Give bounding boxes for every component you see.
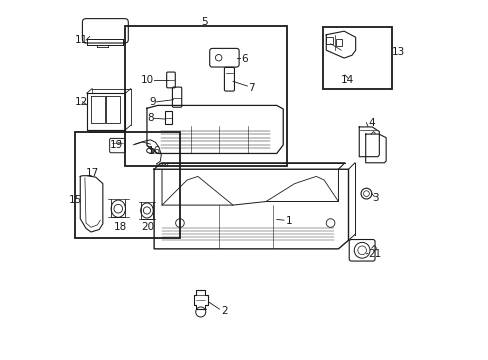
Text: 15: 15 (69, 195, 82, 205)
Text: 1: 1 (285, 216, 292, 226)
Text: 6: 6 (241, 54, 247, 64)
Text: 8: 8 (147, 113, 153, 123)
Text: 3: 3 (371, 193, 378, 203)
Text: 10: 10 (140, 75, 153, 85)
Bar (125, 26, 286, 166)
Text: 9: 9 (149, 97, 156, 107)
Text: 4: 4 (367, 118, 374, 128)
Text: 19: 19 (110, 140, 123, 150)
Text: 11: 11 (75, 35, 88, 45)
Text: 16: 16 (147, 146, 161, 156)
Text: 2: 2 (221, 306, 227, 316)
Bar (75, 132, 180, 238)
Text: 21: 21 (367, 248, 381, 258)
Text: 12: 12 (75, 97, 88, 107)
Text: 7: 7 (247, 83, 254, 93)
Text: 13: 13 (391, 46, 405, 57)
Bar (323, 27, 391, 89)
Text: 17: 17 (86, 168, 99, 178)
Bar (335, 40, 341, 45)
Text: 18: 18 (114, 222, 127, 232)
Bar (325, 37, 333, 44)
Text: 14: 14 (341, 75, 354, 85)
Text: 5: 5 (201, 17, 207, 27)
Text: 20: 20 (141, 222, 154, 232)
